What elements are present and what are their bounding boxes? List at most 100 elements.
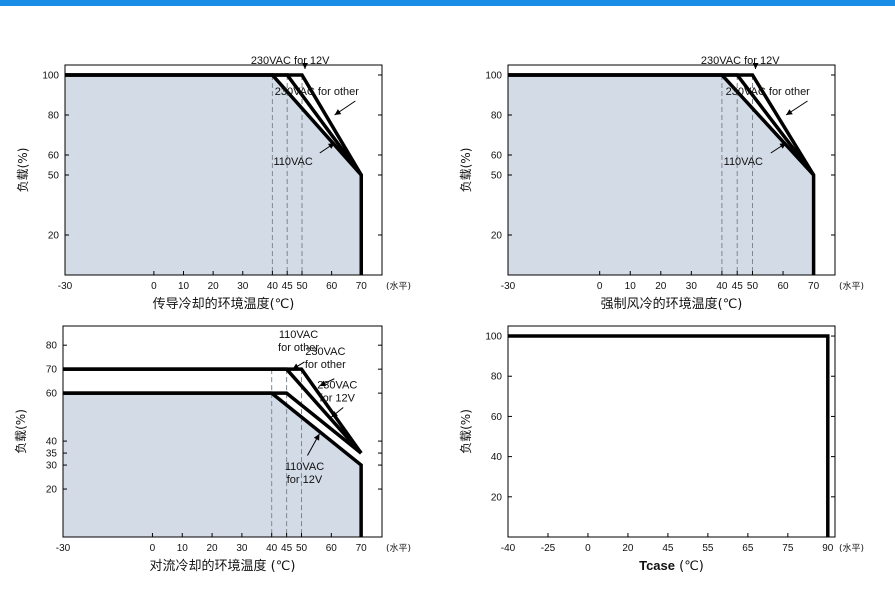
annotation-3: 110VAC (724, 142, 787, 168)
x-axis-label: Tcase (℃) (639, 558, 704, 574)
y-tick-label: 80 (491, 372, 503, 383)
annotation-arrowhead (327, 143, 335, 149)
x-tick-label: 0 (151, 281, 157, 292)
series-line-1 (508, 334, 830, 537)
y-tick-label: 40 (491, 452, 503, 463)
annotation-arrowhead (334, 109, 342, 115)
x-tick-label: 45 (732, 281, 744, 292)
x-axis-label: 强制风冷的环境温度(℃) (601, 296, 743, 312)
annotation-text: 230VAC (305, 346, 345, 358)
x-tick-label: 45 (282, 281, 294, 292)
plot-frame (507, 325, 836, 538)
annotation-2: 230VAC for other (275, 86, 360, 116)
series-line-3 (508, 73, 816, 176)
chart-panel-4: 20 40 60 80 100 -40 -25 0 20 45 55 65 75 90 (水平) 负载(%) T… (459, 325, 864, 574)
annotation-text: 230VAC for other (726, 86, 811, 98)
x-tick-label: 40 (267, 281, 279, 292)
x-tick-label: 65 (742, 543, 754, 554)
plot-frame (62, 325, 383, 538)
y-tick-label: 70 (46, 365, 58, 376)
y-tick-label: 100 (42, 71, 59, 82)
x-tick-label: 70 (356, 543, 368, 554)
annotation-text: 110VAC (724, 156, 763, 168)
x-tick-label: 30 (686, 281, 698, 292)
annotation-2: 230VAC for other (726, 86, 811, 116)
x-unit-label: (水平) (386, 280, 411, 292)
annotation-arrowhead (331, 411, 338, 418)
x-tick-label: 10 (178, 281, 190, 292)
plot-frame (507, 64, 836, 276)
y-axis-label: 负载(%) (16, 148, 30, 193)
derating-area (508, 75, 814, 275)
annotation-text: 230VAC for 12V (701, 55, 780, 67)
series-line-2 (63, 391, 363, 455)
top-accent-bar (0, 0, 895, 6)
annotation-1: 230VAC for 12V (701, 55, 780, 69)
annotation-text: for 12V (287, 474, 323, 486)
x-tick-label: 70 (356, 281, 368, 292)
x-tick-label: 30 (236, 543, 248, 554)
x-tick-label: 60 (777, 281, 789, 292)
x-tick-label: 20 (208, 281, 220, 292)
annotation-text: 110VAC (285, 461, 324, 473)
x-tick-label: -30 (56, 543, 71, 554)
x-axis-label: 传导冷却的环境温度(℃) (153, 296, 295, 312)
x-unit-label: (水平) (386, 542, 411, 554)
series-line-4 (63, 367, 363, 455)
y-axis-label: 负载(%) (459, 409, 473, 454)
y-tick-label: 100 (485, 71, 502, 82)
x-tick-label: 55 (702, 543, 714, 554)
y-tick-label: 80 (48, 111, 60, 122)
annotation-arrowhead (319, 380, 327, 387)
y-tick-label: 60 (48, 151, 60, 162)
x-tick-label: 50 (747, 281, 759, 292)
y-tick-label: 20 (491, 231, 503, 242)
annotation-text: 230VAC for other (275, 86, 360, 98)
x-tick-label: 20 (207, 543, 219, 554)
x-tick-label: -40 (501, 543, 516, 554)
annotation-text: 110VAC (273, 156, 312, 168)
y-tick-label: 20 (46, 485, 58, 496)
x-unit-label: (水平) (839, 280, 864, 292)
annotation-arrowhead (292, 363, 300, 370)
annotation-text: for other (278, 342, 319, 354)
x-tick-label: 0 (585, 543, 591, 554)
y-tick-label: 60 (491, 151, 503, 162)
x-tick-label: 75 (782, 543, 794, 554)
x-tick-label: -30 (58, 281, 73, 292)
x-tick-label: -25 (541, 543, 556, 554)
annotation-text: 110VAC (279, 329, 318, 341)
annotation-arrowhead (786, 109, 793, 115)
y-tick-label: 60 (491, 412, 503, 423)
annotation-arrowhead (779, 143, 787, 149)
x-tick-label: 40 (716, 281, 728, 292)
x-tick-label: 50 (296, 543, 308, 554)
x-tick-label: 40 (266, 543, 278, 554)
x-tick-label: -30 (501, 281, 516, 292)
x-tick-label: 0 (597, 281, 603, 292)
x-tick-label: 60 (326, 543, 338, 554)
y-axis-label: 负载(%) (459, 148, 473, 193)
x-tick-label: 60 (326, 281, 338, 292)
annotation-arrowhead (752, 63, 759, 69)
y-tick-label: 60 (46, 389, 58, 400)
annotation-text: 230VAC for 12V (251, 55, 330, 67)
annotation-arrowhead (313, 433, 320, 441)
y-tick-label: 50 (48, 171, 60, 182)
x-tick-label: 90 (822, 543, 834, 554)
x-unit-label: (水平) (839, 542, 864, 554)
y-tick-label: 40 (46, 437, 58, 448)
y-tick-label: 20 (491, 492, 503, 503)
x-tick-label: 30 (237, 281, 249, 292)
x-tick-label: 70 (808, 281, 820, 292)
x-tick-label: 20 (655, 281, 667, 292)
x-tick-label: 10 (625, 281, 637, 292)
x-tick-label: 20 (622, 543, 634, 554)
